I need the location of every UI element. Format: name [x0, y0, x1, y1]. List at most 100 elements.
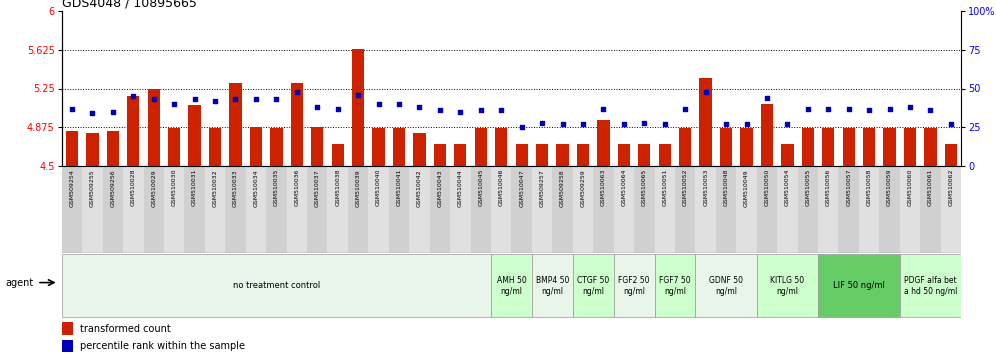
Text: GSM510035: GSM510035	[274, 169, 279, 206]
Bar	[307, 166, 328, 253]
Bar	[777, 166, 798, 253]
Text: GSM510053: GSM510053	[703, 169, 708, 206]
Text: GSM510063: GSM510063	[601, 169, 606, 206]
Point	[881, 106, 897, 112]
Bar	[164, 166, 184, 253]
Bar	[168, 128, 180, 166]
Point	[64, 106, 80, 112]
Bar	[188, 105, 201, 166]
Point	[841, 106, 857, 112]
Bar	[66, 131, 78, 166]
Point	[677, 106, 693, 112]
Point	[718, 121, 734, 127]
Text: GSM510044: GSM510044	[458, 169, 463, 207]
Point	[145, 97, 161, 102]
Bar	[184, 166, 205, 253]
Bar	[287, 166, 307, 253]
Text: CTGF 50
ng/ml: CTGF 50 ng/ml	[577, 276, 610, 296]
Bar	[62, 255, 491, 317]
Bar	[945, 143, 957, 166]
Bar	[205, 166, 225, 253]
Text: GSM510031: GSM510031	[192, 169, 197, 206]
Bar	[879, 166, 899, 253]
Point	[493, 108, 509, 113]
Text: GSM510048: GSM510048	[723, 169, 728, 206]
Point	[902, 104, 918, 110]
Text: GSM510037: GSM510037	[315, 169, 320, 207]
Text: KITLG 50
ng/ml: KITLG 50 ng/ml	[770, 276, 805, 296]
Bar	[920, 166, 940, 253]
Point	[330, 106, 346, 112]
Point	[514, 125, 530, 130]
Point	[186, 97, 202, 102]
Bar	[638, 143, 650, 166]
Bar	[594, 166, 614, 253]
Bar	[229, 83, 242, 166]
Bar	[434, 143, 446, 166]
Text: PDGF alfa bet
a hd 50 ng/ml: PDGF alfa bet a hd 50 ng/ml	[903, 276, 957, 296]
Text: GSM510065: GSM510065	[641, 169, 646, 206]
Bar	[573, 166, 594, 253]
Point	[125, 93, 141, 99]
Point	[227, 97, 243, 102]
Text: GSM510033: GSM510033	[233, 169, 238, 207]
Point	[780, 121, 796, 127]
Bar	[409, 166, 429, 253]
Text: GSM510036: GSM510036	[295, 169, 300, 206]
Bar	[516, 143, 528, 166]
Bar	[802, 128, 814, 166]
Text: GSM510056: GSM510056	[826, 169, 831, 206]
Text: GSM510039: GSM510039	[356, 169, 361, 207]
Bar	[818, 166, 839, 253]
Point	[248, 97, 264, 102]
Bar	[512, 166, 532, 253]
Bar	[83, 166, 103, 253]
Text: GSM510062: GSM510062	[948, 169, 953, 206]
Point	[289, 89, 305, 95]
Bar	[658, 143, 671, 166]
Bar	[495, 128, 507, 166]
Text: GSM509255: GSM509255	[90, 169, 95, 207]
Bar	[924, 128, 936, 166]
Text: LIF 50 ng/ml: LIF 50 ng/ml	[833, 281, 884, 290]
Bar	[62, 166, 83, 253]
Text: GSM510030: GSM510030	[171, 169, 176, 206]
Bar	[532, 255, 573, 317]
Bar	[311, 127, 324, 166]
Bar	[348, 166, 369, 253]
Text: GSM510042: GSM510042	[417, 169, 422, 207]
Point	[207, 98, 223, 104]
Bar	[675, 166, 695, 253]
Text: agent: agent	[5, 278, 33, 287]
Bar	[246, 166, 266, 253]
Text: FGF7 50
ng/ml: FGF7 50 ng/ml	[659, 276, 691, 296]
Bar	[695, 166, 716, 253]
Bar	[818, 255, 899, 317]
Text: GSM510052: GSM510052	[682, 169, 687, 206]
Text: GDNF 50
ng/ml: GDNF 50 ng/ml	[709, 276, 743, 296]
Text: GSM510047: GSM510047	[519, 169, 524, 207]
Bar	[899, 166, 920, 253]
Bar	[904, 128, 916, 166]
Text: GSM510040: GSM510040	[376, 169, 381, 206]
Text: GSM509254: GSM509254	[70, 169, 75, 207]
Bar	[720, 128, 732, 166]
Bar	[618, 143, 630, 166]
Point	[759, 95, 775, 101]
Bar	[614, 255, 654, 317]
Bar	[413, 133, 425, 166]
Text: GSM510064: GSM510064	[622, 169, 626, 206]
Point	[943, 121, 959, 127]
Bar	[761, 104, 773, 166]
Bar	[883, 128, 895, 166]
Text: GSM510046: GSM510046	[499, 169, 504, 206]
Bar	[373, 128, 384, 166]
Bar	[87, 133, 99, 166]
Bar	[475, 128, 487, 166]
Bar	[839, 166, 859, 253]
Text: GSM510050: GSM510050	[765, 169, 770, 206]
Point	[85, 110, 101, 116]
Bar	[491, 255, 532, 317]
Bar	[266, 166, 287, 253]
Point	[391, 101, 407, 107]
